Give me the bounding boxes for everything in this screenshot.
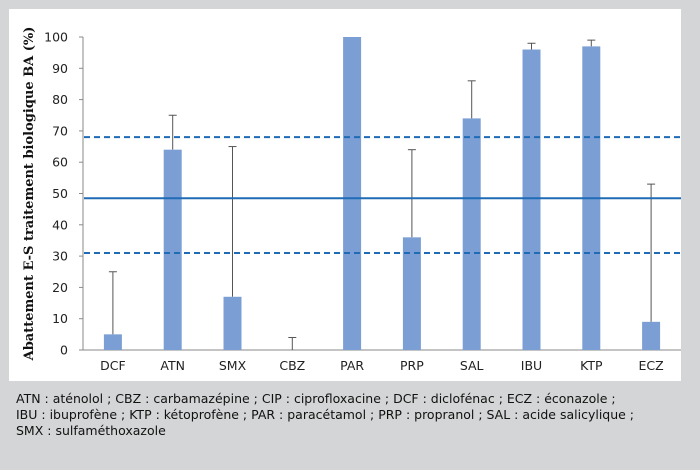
y-tick-label: 10 — [52, 311, 68, 326]
abbreviation-legend: ATN : aténolol ; CBZ : carbamazépine ; C… — [16, 391, 676, 439]
bar-ibu — [522, 49, 541, 351]
x-tick-label: PAR — [340, 358, 364, 373]
caption-line: IBU : ibuprofène ; KTP : kétoprofène ; P… — [16, 407, 635, 422]
bar-dcf — [103, 334, 122, 350]
y-tick-label: 100 — [44, 30, 68, 45]
chart-area: Abattement E-S traitement biologique BA … — [9, 9, 681, 381]
bar-prp — [402, 237, 421, 350]
x-tick-label: DCF — [100, 358, 126, 373]
x-tick-label: SMX — [219, 358, 247, 373]
bar-ecz — [642, 321, 661, 350]
y-tick-label: 80 — [52, 92, 68, 107]
y-tick-label: 40 — [52, 217, 68, 232]
caption-line: SMX : sulfaméthoxazole — [16, 423, 166, 438]
y-axis-title: Abattement E-S traitement biologique BA … — [22, 27, 37, 362]
bar-sal — [462, 118, 481, 350]
bar-smx — [223, 296, 242, 350]
x-tick-label: CBZ — [279, 358, 305, 373]
x-tick-label: SAL — [460, 358, 484, 373]
y-tick-label: 60 — [52, 155, 68, 170]
x-tick-label: PRP — [400, 358, 424, 373]
y-tick-label: 0 — [60, 343, 68, 358]
y-tick-label: 30 — [52, 249, 68, 264]
y-tick-label: 70 — [52, 123, 68, 138]
y-tick-label: 90 — [52, 61, 68, 76]
bar-par — [343, 37, 362, 350]
x-tick-label: ECZ — [638, 358, 663, 373]
figure-frame: Abattement E-S traitement biologique BA … — [9, 9, 691, 461]
caption-line: ATN : aténolol ; CBZ : carbamazépine ; C… — [16, 391, 616, 406]
x-tick-label: IBU — [521, 358, 542, 373]
bar-chart: Abattement E-S traitement biologique BA … — [22, 27, 681, 373]
y-tick-label: 20 — [52, 280, 68, 295]
x-tick-label: KTP — [580, 358, 603, 373]
bar-atn — [163, 149, 182, 350]
y-tick-label: 50 — [52, 186, 68, 201]
x-tick-label: ATN — [160, 358, 185, 373]
